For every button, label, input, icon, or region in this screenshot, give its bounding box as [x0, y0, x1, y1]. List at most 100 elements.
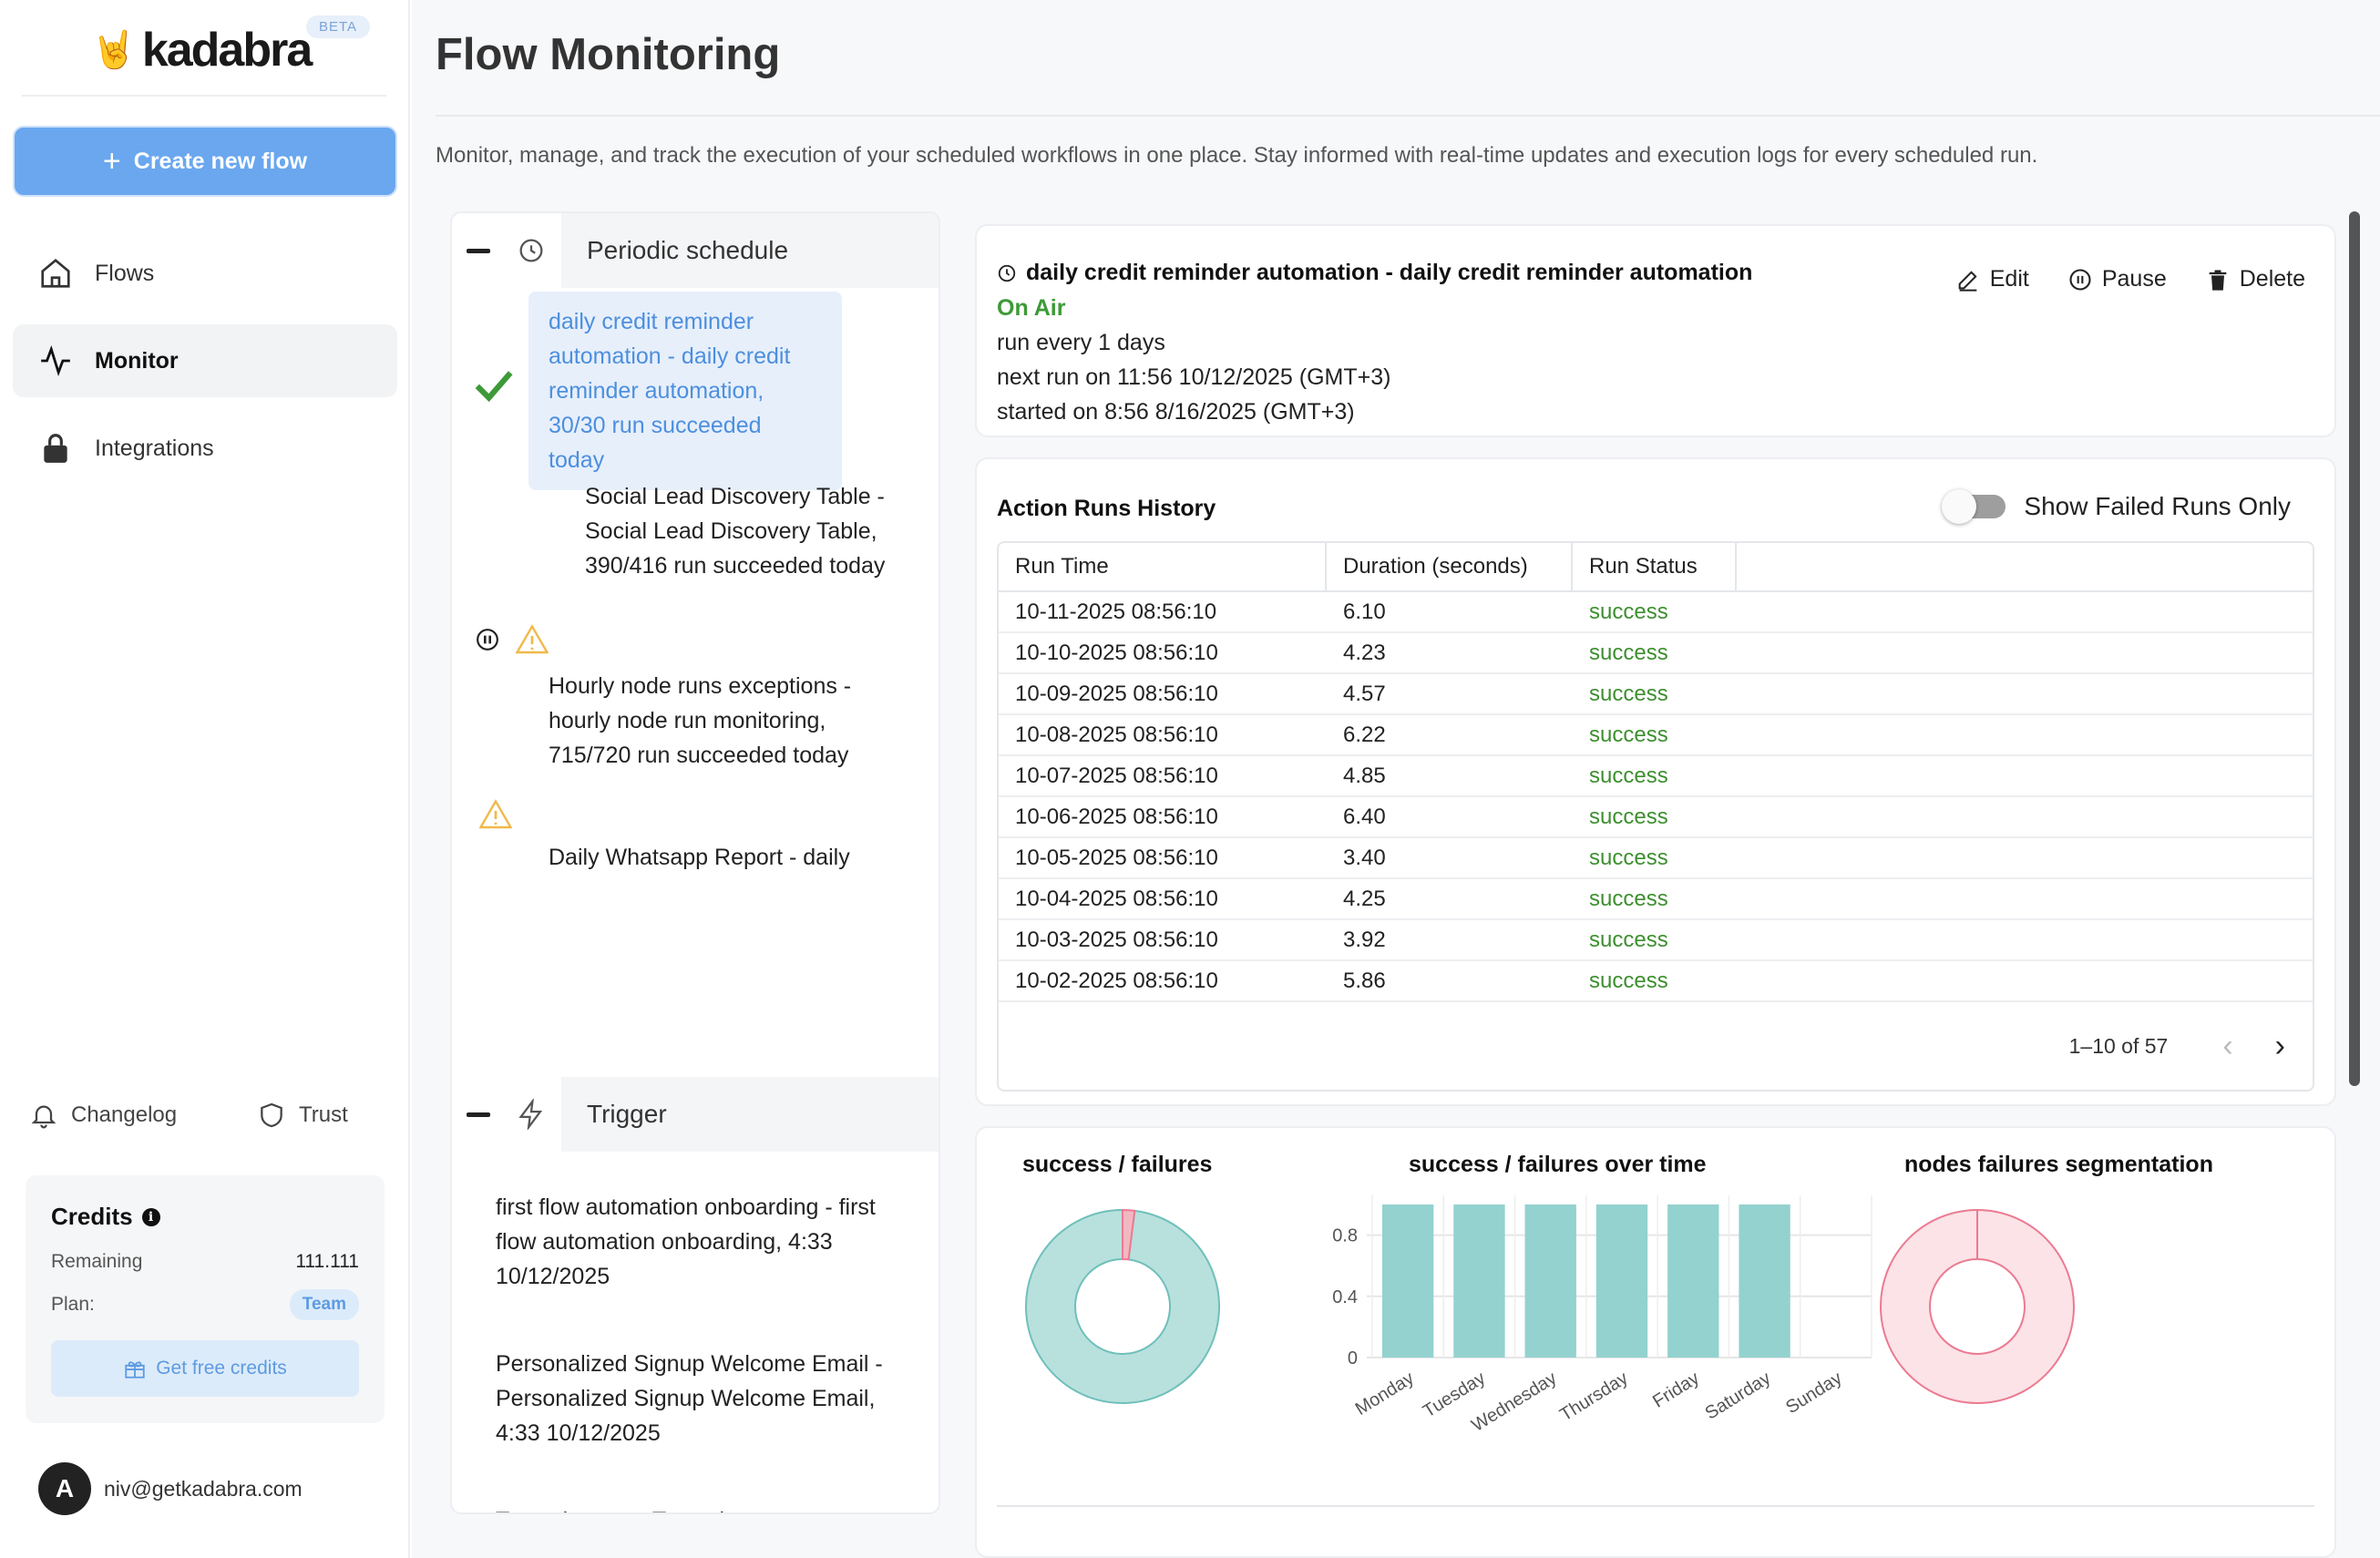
credits-remaining-row: Remaining 111.111: [51, 1251, 359, 1273]
flow-item-hourly-node[interactable]: Hourly node runs exceptions - hourly nod…: [549, 673, 852, 768]
run-history-card: Action Runs History Show Failed Runs Onl…: [975, 457, 2336, 1106]
run-time-cell: 10-05-2025 08:56:10: [1015, 845, 1218, 870]
run-status-cell: success: [1589, 968, 1668, 993]
sidebar-item-label: Flows: [95, 260, 155, 286]
activity-icon: [41, 344, 70, 377]
run-time-cell: 10-11-2025 08:56:10: [1015, 599, 1217, 624]
pagination-range: 1–10 of 57: [2068, 1033, 2169, 1058]
remaining-label: Remaining: [51, 1251, 143, 1272]
user-email: niv@getkadabra.com: [104, 1476, 303, 1501]
changelog-link[interactable]: Changelog: [29, 1101, 177, 1130]
flow-frequency: run every 1 days: [997, 330, 1165, 355]
run-time-cell: 10-06-2025 08:56:10: [1015, 804, 1218, 829]
trust-label: Trust: [299, 1102, 348, 1127]
flow-item-social-lead[interactable]: Social Lead Discovery Table - Social Lea…: [585, 484, 886, 579]
group-label: Trigger: [561, 1077, 939, 1152]
edit-label: Edit: [1989, 266, 2029, 292]
duration-cell: 3.92: [1343, 927, 1386, 952]
runs-table: Run Time Duration (seconds) Run Status 1…: [997, 541, 2314, 1092]
sidebar-item-label: Monitor: [95, 347, 179, 374]
duration-cell: 6.22: [1343, 722, 1386, 747]
divider: [436, 115, 2380, 117]
sidebar-item-integrations[interactable]: Integrations: [13, 412, 397, 485]
hand-logo-icon: 🤘: [91, 30, 137, 70]
get-free-credits-label: Get free credits: [156, 1358, 287, 1379]
flow-item-first-flow[interactable]: first flow automation onboarding - first…: [496, 1194, 876, 1289]
column-header[interactable]: Duration (seconds): [1327, 543, 1573, 590]
run-status-cell: success: [1589, 845, 1668, 870]
table-row: 10-11-2025 08:56:10 6.10 success: [999, 592, 2313, 633]
periodic-list: daily credit reminder automation - daily…: [452, 288, 939, 1077]
flow-actions: Edit Pause Delete: [1955, 266, 2305, 292]
chart-title: success / failures: [1022, 1152, 1213, 1177]
pencil-icon: [1958, 270, 1977, 292]
column-header[interactable]: Run Time: [999, 543, 1327, 590]
clock-schedule-icon: [998, 264, 1016, 282]
collapse-icon[interactable]: [467, 248, 490, 253]
chevron-left-icon[interactable]: ‹: [2222, 1028, 2233, 1063]
failed-only-label: Show Failed Runs Only: [2024, 492, 2291, 520]
plan-badge: Team: [289, 1289, 359, 1320]
check-icon: [475, 371, 513, 403]
flow-item-signup-email[interactable]: Personalized Signup Welcome Email - Pers…: [496, 1351, 883, 1446]
sidebar-item-monitor[interactable]: Monitor: [13, 324, 397, 397]
get-free-credits-button[interactable]: Get free credits: [51, 1340, 359, 1397]
run-status-cell: success: [1589, 927, 1668, 952]
page-title: Flow Monitoring: [436, 30, 781, 79]
credits-title: Credits: [51, 1203, 133, 1230]
warning-icon: [516, 624, 549, 654]
run-time-cell: 10-07-2025 08:56:10: [1015, 763, 1218, 788]
run-status-cell: success: [1589, 681, 1668, 706]
run-status-cell: success: [1589, 722, 1668, 747]
run-time-cell: 10-09-2025 08:56:10: [1015, 681, 1218, 706]
pagination-arrows: ‹ ›: [2222, 1029, 2285, 1064]
group-header-periodic[interactable]: Periodic schedule: [452, 213, 939, 288]
pause-button[interactable]: Pause: [2067, 266, 2167, 292]
flow-title: daily credit reminder automation - daily…: [1026, 260, 1753, 285]
group-label: Periodic schedule: [561, 213, 939, 288]
duration-cell: 4.85: [1343, 763, 1386, 788]
bar: [1667, 1204, 1719, 1358]
charts-card: success / failures success / failures ov…: [975, 1126, 2336, 1558]
y-tick-label: 0.4: [1332, 1287, 1358, 1307]
flow-item-test-telegram[interactable]: Test telegram - Test telegram,: [496, 1503, 915, 1512]
group-header-trigger[interactable]: Trigger: [452, 1077, 939, 1152]
credits-plan-row: Plan: Team: [51, 1289, 359, 1320]
run-time-cell: 10-04-2025 08:56:10: [1015, 886, 1218, 911]
flow-item-daily-whatsapp[interactable]: Daily Whatsapp Report - daily: [549, 845, 850, 870]
trust-link[interactable]: Trust: [257, 1101, 348, 1130]
success-failures-donut-slice: [1122, 1208, 1136, 1261]
sidebar-item-flows[interactable]: Flows: [13, 237, 397, 310]
bell-icon: [31, 1105, 56, 1129]
table-row: 10-07-2025 08:56:10 4.85 success: [999, 756, 2313, 797]
flow-started: started on 8:56 8/16/2025 (GMT+3): [997, 399, 1355, 425]
create-new-flow-button[interactable]: + Create new flow: [13, 126, 397, 197]
user-profile[interactable]: A niv@getkadabra.com: [38, 1462, 303, 1515]
changelog-label: Changelog: [71, 1102, 178, 1127]
delete-button[interactable]: Delete: [2205, 266, 2305, 292]
duration-cell: 6.40: [1343, 804, 1386, 829]
collapse-icon[interactable]: [467, 1112, 490, 1117]
pagination: 1–10 of 57 ‹ ›: [999, 1002, 2313, 1090]
bar: [1739, 1204, 1790, 1358]
run-time-cell: 10-03-2025 08:56:10: [1015, 927, 1218, 952]
run-time-cell: 10-10-2025 08:56:10: [1015, 640, 1218, 665]
x-tick-label: Friday: [1649, 1368, 1703, 1412]
chevron-right-icon[interactable]: ›: [2274, 1028, 2285, 1063]
credits-card: Credits i Remaining 111.111 Plan: Team G…: [26, 1175, 385, 1423]
table-row: 10-03-2025 08:56:10 3.92 success: [999, 920, 2313, 961]
logo[interactable]: 🤘 kadabra: [91, 23, 313, 77]
column-header[interactable]: Run Status: [1573, 543, 1737, 590]
flow-item-daily-credit[interactable]: daily credit reminder automation - daily…: [528, 292, 842, 490]
sidebar: 🤘 kadabra BETA + Create new flow Flows M…: [0, 0, 410, 1558]
table-body: 10-11-2025 08:56:10 6.10 success 10-10-2025…: [999, 592, 2313, 1002]
edit-button[interactable]: Edit: [1955, 266, 2029, 292]
sidebar-item-label: Integrations: [95, 435, 214, 461]
info-icon[interactable]: i: [141, 1207, 160, 1226]
shield-icon: [261, 1102, 282, 1128]
scrollbar[interactable]: [2349, 211, 2360, 1086]
plus-icon: +: [102, 144, 121, 179]
table-row: 10-06-2025 08:56:10 6.40 success: [999, 797, 2313, 838]
failed-only-toggle[interactable]: [1942, 489, 2006, 524]
lightning-icon: [518, 1099, 543, 1130]
